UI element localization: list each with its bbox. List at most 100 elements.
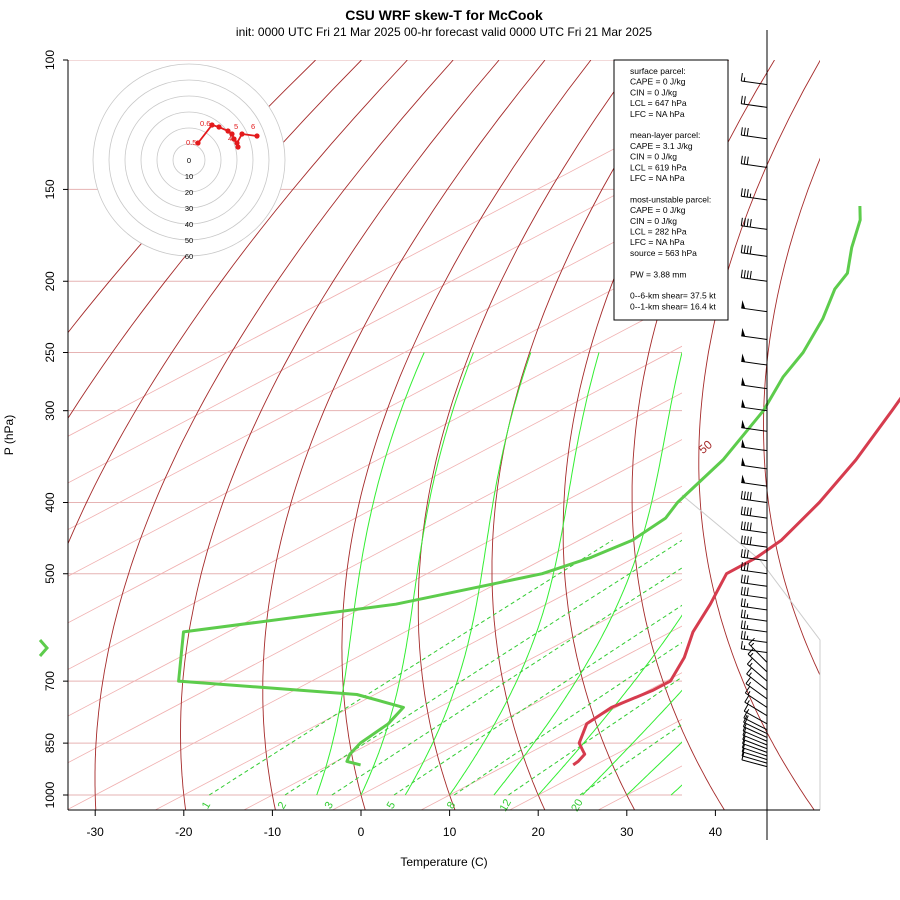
hodograph-trace xyxy=(197,123,258,148)
y-tick-label: 200 xyxy=(43,271,57,291)
hodograph-ring-label: 10 xyxy=(185,172,193,181)
barb-full xyxy=(740,598,743,607)
barb-full xyxy=(746,562,749,572)
chart-subtitle: init: 0000 UTC Fri 21 Mar 2025 00-hr for… xyxy=(236,25,653,39)
hodograph-background xyxy=(93,64,285,256)
isotherm-line xyxy=(68,252,682,577)
hodograph-ring xyxy=(124,95,254,225)
moist-adiabat-line xyxy=(316,352,425,796)
mixing-ratio-label: 5 xyxy=(385,800,398,811)
barb-full xyxy=(740,72,743,82)
moist-adiabat-line xyxy=(582,689,682,796)
moist-adiabat-line xyxy=(626,741,682,796)
wind-barb xyxy=(741,353,768,366)
barb-full xyxy=(746,522,749,531)
barb-half xyxy=(749,193,752,198)
isotherm-line xyxy=(331,625,682,810)
hodograph-ring xyxy=(92,63,286,257)
wind-barb xyxy=(740,95,768,108)
parcel-panel-line: source = 563 hPa xyxy=(630,248,697,258)
barb-shaft xyxy=(741,103,768,108)
barb-full xyxy=(749,270,752,279)
barb-full xyxy=(740,127,743,136)
barb-shaft xyxy=(741,617,768,622)
wind-barb xyxy=(746,667,768,691)
moist-adiabat-line xyxy=(537,614,682,796)
x-tick-label: 10 xyxy=(443,825,457,839)
barb-half xyxy=(746,603,749,608)
barb-full xyxy=(748,637,755,645)
barb-full xyxy=(746,507,749,516)
barb-full xyxy=(740,574,743,583)
isotherm-line xyxy=(68,112,682,437)
barb-full xyxy=(743,609,746,618)
hodograph-point xyxy=(225,128,231,134)
wind-barb xyxy=(743,703,768,725)
x-tick-label: 0 xyxy=(358,825,365,839)
barb-full xyxy=(740,586,743,595)
barb-half xyxy=(747,691,751,695)
barb-shaft xyxy=(741,384,768,390)
y-tick-label: 1000 xyxy=(43,781,57,808)
barb-shaft xyxy=(741,277,768,282)
parcel-panel-line: LFC = NA hPa xyxy=(630,109,685,119)
chart-title: CSU WRF skew-T for McCook xyxy=(345,7,543,23)
barb-full xyxy=(746,128,749,137)
hodograph-ring-label: 60 xyxy=(185,252,193,261)
barb-full xyxy=(740,562,743,571)
wind-barb xyxy=(741,439,768,452)
hodograph-point-label: 0.5 xyxy=(186,138,196,147)
barb-full xyxy=(740,217,743,226)
x-tick-label: -30 xyxy=(87,825,105,839)
x-tick-label: -10 xyxy=(264,825,282,839)
barb-full xyxy=(746,156,749,165)
moist-adiabat-line xyxy=(360,352,474,796)
barb-full xyxy=(743,127,746,136)
moist-adiabats xyxy=(316,352,682,796)
barb-half xyxy=(748,672,752,677)
barb-full xyxy=(740,490,743,499)
wind-barb xyxy=(741,474,768,487)
parcel-panel-line: LFC = NA hPa xyxy=(630,173,685,183)
x-tick-label: 20 xyxy=(532,825,546,839)
barb-full xyxy=(744,686,751,694)
mixing-ratio-line xyxy=(331,567,682,796)
barb-shaft xyxy=(741,605,768,611)
barb-full xyxy=(743,218,746,227)
barb-shaft xyxy=(748,643,768,663)
dry-adiabat-line xyxy=(631,60,775,810)
wind-barb xyxy=(740,72,768,86)
barb-full xyxy=(740,549,743,558)
x-axis-label: Temperature (C) xyxy=(400,855,487,869)
barb-shaft xyxy=(741,80,768,86)
wind-barb xyxy=(740,521,768,534)
hodograph-ring xyxy=(140,111,238,209)
barb-full xyxy=(743,631,746,640)
dry-adiabat-line xyxy=(180,60,500,810)
barb-shaft xyxy=(741,528,768,534)
barb-full xyxy=(744,695,750,703)
isotherm-line xyxy=(154,532,682,810)
wind-barb xyxy=(740,217,768,230)
barb-shaft xyxy=(741,755,768,764)
barb-full xyxy=(743,96,746,105)
barb-full xyxy=(743,156,746,165)
barb-shaft xyxy=(746,673,768,691)
wind-barb xyxy=(746,657,768,682)
barb-full xyxy=(743,506,746,515)
moist-adiabat-line xyxy=(449,352,600,796)
barb-full xyxy=(746,587,749,596)
barb-shaft xyxy=(741,195,768,201)
hodograph: 0 10 20 30 40 50 60 0.5 0.6 5 6 4 xyxy=(92,63,286,261)
mixing-ratio-line xyxy=(508,676,682,796)
wind-barb xyxy=(740,244,768,257)
parcel-panel-line: LFC = NA hPa xyxy=(630,237,685,247)
barb-full xyxy=(740,630,743,639)
y-tick-label: 700 xyxy=(43,671,57,691)
barb-shaft xyxy=(741,360,768,366)
wind-barb xyxy=(740,620,768,633)
barb-full xyxy=(743,575,746,584)
barb-full xyxy=(743,245,746,254)
barb-half xyxy=(750,642,755,647)
wind-barb xyxy=(748,637,768,663)
